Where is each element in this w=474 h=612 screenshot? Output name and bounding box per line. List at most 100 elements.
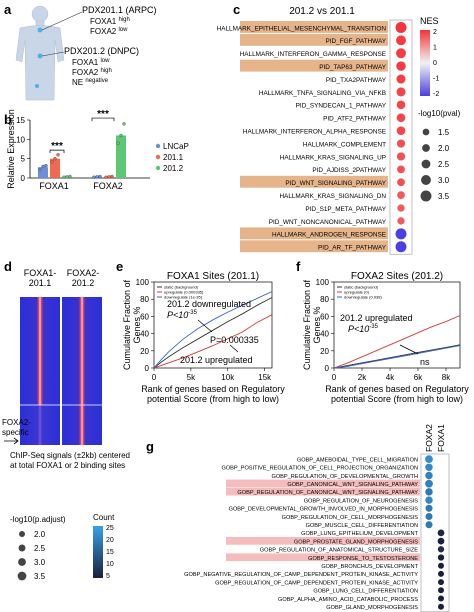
x-axis-label-line-1: potential Score (from high to low) xyxy=(147,394,279,404)
pathway-label: HALLMARK_TNFA_SIGNALING_VIA_NFKB xyxy=(259,90,386,97)
term-label: GOBP_REGULATION_OF_ANATOMICAL_STRUCTURE_… xyxy=(260,548,418,554)
bar-point xyxy=(41,164,45,169)
term-label: GOBP_ALPHA_AMINO_ACID_CATABOLIC_PROCESS xyxy=(278,597,418,603)
term-label: GOBP_REGULATION_OF_CAMP_DEPENDENT_PROTEI… xyxy=(215,580,418,586)
term-dot xyxy=(438,603,444,610)
heatmap-side-label-line-1: specific xyxy=(2,428,29,437)
marker-line-foxa2: FOXA2 high xyxy=(72,68,112,77)
series-line-2 xyxy=(333,345,461,369)
size-legend-title: -log10(p.adjust) xyxy=(10,515,66,524)
nes-legend-title: NES xyxy=(420,16,439,26)
term-dot xyxy=(437,529,445,537)
y-tick-label: 15 xyxy=(16,116,25,125)
prostate-site-2 xyxy=(37,53,43,59)
marker-line-foxa2: FOXA2 low xyxy=(90,27,128,36)
term-dot xyxy=(425,504,433,512)
y-tick-label: 100 xyxy=(136,278,150,287)
pathway-label: HALLMARK_INTERFERON_ALPHA_RESPONSE xyxy=(243,128,386,135)
bar-point xyxy=(68,174,72,179)
pathway-label: HALLMARK_COMPLEMENT xyxy=(303,141,386,148)
count-legend-tick: 10 xyxy=(106,561,114,568)
term-label: GOBP_AMEBOIDAL_TYPE_CELL_MIGRATION xyxy=(297,457,418,463)
bar-point xyxy=(119,133,123,138)
heatmap-col-1-main xyxy=(20,297,60,405)
marker-level: high xyxy=(118,17,129,23)
term-label: GOBP_POSITIVE_REGULATION_OF_CELL_PROJECT… xyxy=(221,466,418,472)
annotation-p-exponent: -35 xyxy=(369,324,378,330)
size-legend-label: 3.0 xyxy=(438,176,450,185)
y-tick-label: 20 xyxy=(140,347,149,356)
pathway-dot xyxy=(396,48,406,59)
series-line-1 xyxy=(333,315,461,369)
pathway-label: PID_TAP63_PATHWAY xyxy=(319,64,386,71)
panel-c-title: 201.2 vs 201.1 xyxy=(289,6,355,17)
plot-frame xyxy=(153,281,273,369)
y-tick-label: 0 xyxy=(21,174,26,183)
term-dot xyxy=(425,471,433,480)
pathway-label: HALLMARK_ANDROGEN_RESPONSE xyxy=(272,232,386,239)
bar-point xyxy=(38,167,42,172)
size-legend-dot xyxy=(422,144,430,152)
y-tick-label: 40 xyxy=(140,330,149,339)
pdx1-marker-lines: FOXA1 high FOXA2 low xyxy=(90,17,130,36)
legend-label: upregulate (0) xyxy=(344,290,370,295)
bar-point xyxy=(92,175,96,179)
pathway-dot xyxy=(396,152,406,161)
significance-mark: *** xyxy=(97,109,109,120)
annotation-upregulated: 201.2 upregulated xyxy=(340,313,413,323)
pathway-dot xyxy=(396,35,406,46)
annotation-upregulated: 201.2 upregulated xyxy=(180,355,253,365)
significance-mark: *** xyxy=(51,141,63,152)
pathway-dot xyxy=(397,204,405,212)
term-label: GOBP_CANONICAL_WNT_SIGNALING_PATHWAY xyxy=(287,482,418,488)
bar-point xyxy=(107,175,111,179)
heatmap-caption-line-0: ChIP-Seq signals (±2kb) centered xyxy=(10,451,130,460)
y-tick-label: 100 xyxy=(316,278,330,287)
heatmap-arrow xyxy=(4,437,19,445)
term-label: GOBP_REGULATION_OF_NEUROGENESIS xyxy=(304,498,419,504)
term-dot xyxy=(437,554,445,561)
pathway-label: HALLMARK_EPITHELIAL_MESENCHYMAL_TRANSITI… xyxy=(217,25,387,32)
pathway-dot xyxy=(396,126,406,135)
pdx1-label: PDX201.1 (ARPC) xyxy=(82,5,157,15)
pathway-highlight xyxy=(240,21,388,33)
pathway-label: PID_ATF2_PATHWAY xyxy=(323,116,387,123)
y-tick-label: 60 xyxy=(320,312,329,321)
size-legend-label: 3.5 xyxy=(34,572,46,581)
term-dot xyxy=(425,488,433,496)
pathway-dot xyxy=(396,100,406,110)
heatmap-side-label-line-0: FOXA2- xyxy=(2,418,31,427)
term-dot xyxy=(438,562,444,569)
pathway-dot xyxy=(395,21,407,33)
y-tick-label: 10 xyxy=(16,135,25,144)
pathway-highlight xyxy=(240,240,388,253)
term-dot xyxy=(438,587,444,594)
marker-line-ne: NE negative xyxy=(72,78,109,87)
pathway-label: HALLMARK_KRAS_SIGNALING_UP xyxy=(280,154,386,161)
y-tick-label: 40 xyxy=(320,330,329,339)
term-label: GOBP_LUNG_EPITHELIUM_DEVELOPMENT xyxy=(301,531,418,537)
legend-swatch xyxy=(155,143,161,149)
panel-letter-c: c xyxy=(233,2,240,17)
size-legend-label: 2.0 xyxy=(34,530,46,539)
x-tick-label: 2k xyxy=(358,373,367,382)
marker-gene: NE xyxy=(72,78,85,87)
marker-gene: FOXA1 xyxy=(90,17,118,26)
bar-point xyxy=(56,153,60,157)
count-legend-tick: 15 xyxy=(106,549,114,556)
term-dot xyxy=(438,579,444,586)
annotation-p-base: P<10 xyxy=(167,310,188,320)
legend-label: static (background) xyxy=(164,285,199,290)
annotation-arrow xyxy=(229,344,239,353)
term-label: GOBP_GLAND_MORPHOGENESIS xyxy=(326,605,418,611)
x-tick-label: 8k xyxy=(442,373,451,382)
y-axis-label-line: Genes % xyxy=(312,306,322,343)
heatmap-col-2-specific xyxy=(62,405,102,445)
term-label: GOBP_RESPONSE_TO_TESTOSTERONE xyxy=(308,556,418,562)
bar-point xyxy=(65,175,69,179)
size-legend-dot xyxy=(18,544,26,552)
marker-level: low xyxy=(100,58,110,64)
series-line-1 xyxy=(153,314,273,369)
